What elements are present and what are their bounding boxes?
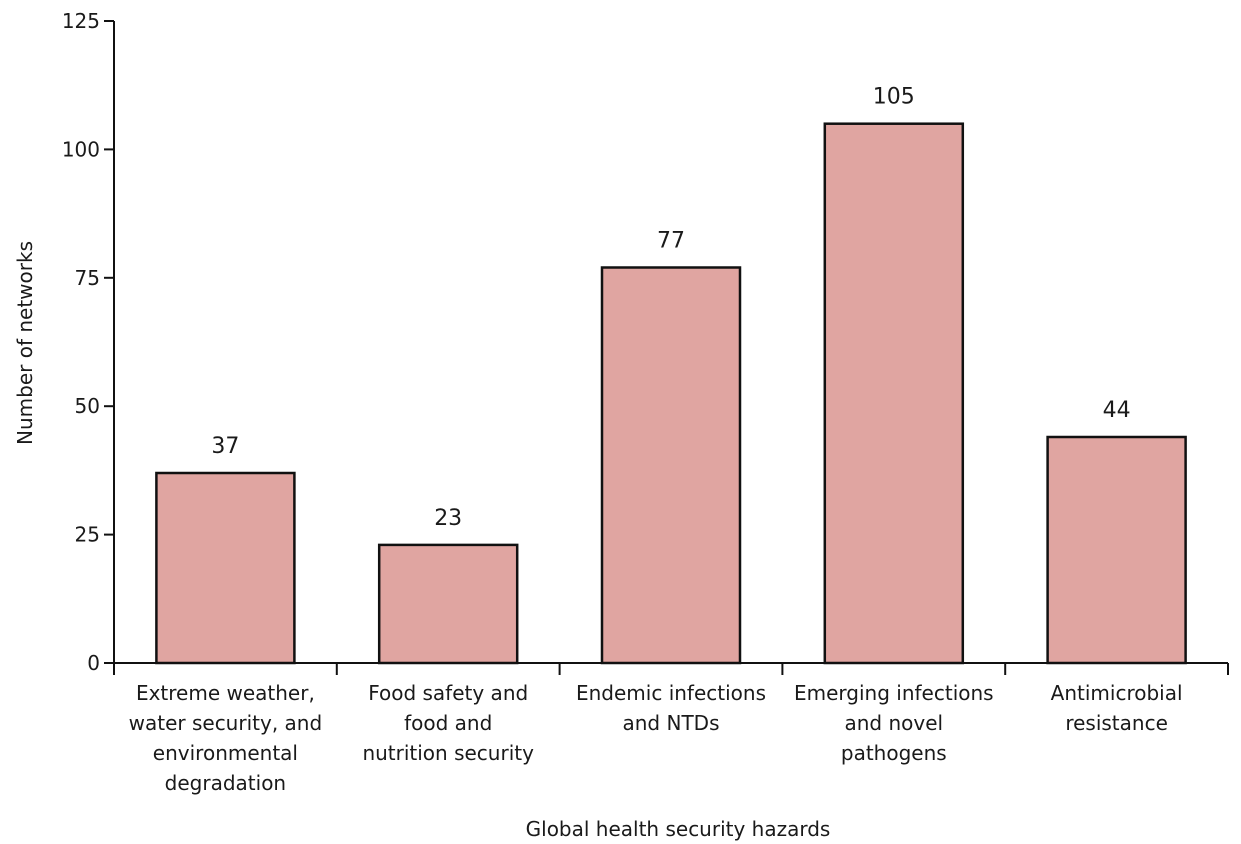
x-tick-label-line: pathogens <box>841 741 947 765</box>
x-tick-label-line: degradation <box>165 771 286 795</box>
x-tick-label: Endemic infections and NTDs <box>576 681 766 735</box>
x-tick-label-line: resistance <box>1065 711 1168 735</box>
x-tick-label: Emerging infections and novel pathogens <box>794 681 994 765</box>
y-tick-label: 50 <box>75 394 100 418</box>
x-tick-label: Extreme weather, water security, and envir… <box>129 681 323 795</box>
x-tick-label-line: environmental <box>153 741 298 765</box>
y-tick-label: 75 <box>75 266 100 290</box>
x-tick-label: Antimicrobial resistance <box>1051 681 1183 735</box>
y-tick-label: 0 <box>87 651 100 675</box>
bars-layer <box>155 122 1187 665</box>
x-tick-label-line: Emerging infections <box>794 681 994 705</box>
x-tick-label: Food safety and food and nutrition securit… <box>362 681 534 765</box>
y-axis-title: Number of networks <box>13 241 37 445</box>
x-tick-label-line: water security, and <box>129 711 323 735</box>
y-tick-label: 125 <box>62 9 100 33</box>
data-label: 105 <box>873 85 915 110</box>
x-tick-label-line: nutrition security <box>362 741 534 765</box>
data-label: 44 <box>1103 398 1131 423</box>
x-axis: Extreme weather, water security, and envir… <box>113 662 1229 795</box>
bar <box>377 543 519 665</box>
y-tick-label: 100 <box>62 137 100 161</box>
y-axis: 0 25 50 75 100 125 <box>62 9 115 675</box>
bar <box>823 122 965 665</box>
bar <box>155 471 296 665</box>
value-labels-layer: 37 23 77 105 44 <box>211 85 1130 531</box>
x-tick-label-line: and NTDs <box>623 711 720 735</box>
data-label: 37 <box>211 434 239 459</box>
data-label: 23 <box>434 506 462 531</box>
data-label: 77 <box>657 229 685 254</box>
x-tick-label-line: Antimicrobial <box>1051 681 1183 705</box>
x-tick-label-line: Extreme weather, <box>136 681 315 705</box>
x-tick-label-line: Food safety and <box>368 681 528 705</box>
x-tick-label-line: food and <box>404 711 492 735</box>
y-tick-label: 25 <box>75 523 100 547</box>
x-tick-label-line: Endemic infections <box>576 681 766 705</box>
x-tick-label-line: and novel <box>845 711 944 735</box>
bar <box>1046 435 1187 665</box>
x-axis-title: Global health security hazards <box>526 817 831 841</box>
bar <box>600 266 742 665</box>
